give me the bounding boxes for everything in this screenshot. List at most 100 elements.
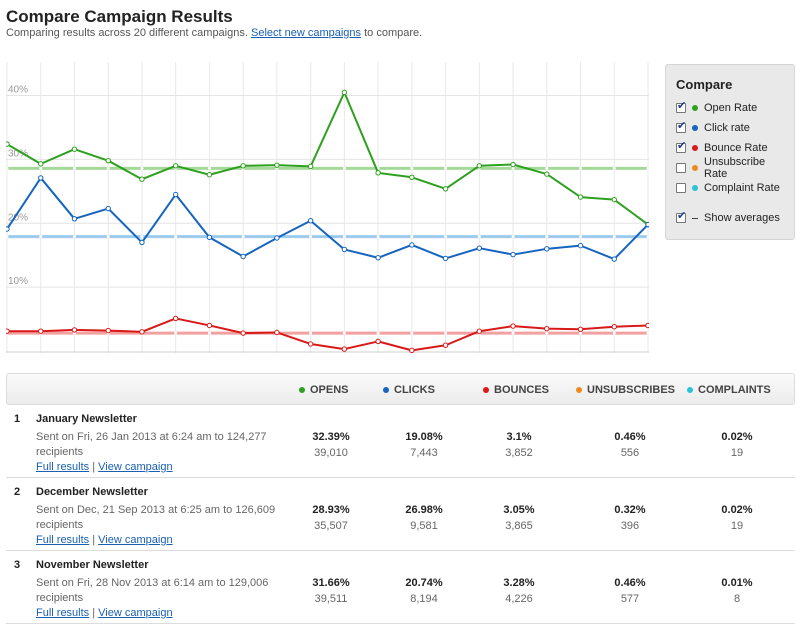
row-rank: 1 — [14, 413, 21, 425]
y-tick-label: 40% — [8, 85, 28, 96]
column-label: UNSUBSCRIBES — [587, 384, 676, 396]
series-line — [7, 317, 649, 352]
data-point — [307, 218, 314, 224]
metric-cell: 28.93% 35,507 — [286, 504, 376, 532]
subtitle-suffix: to compare. — [361, 27, 423, 39]
view-campaign-link[interactable]: View campaign — [98, 607, 173, 619]
metric-percent: 0.01% — [721, 577, 753, 589]
data-point — [105, 157, 111, 164]
average-point — [6, 235, 9, 239]
compare-checkbox[interactable] — [676, 163, 686, 173]
average-point — [39, 235, 43, 239]
metric-count: 35,507 — [314, 520, 348, 532]
column-header[interactable]: BOUNCES — [483, 384, 549, 396]
data-point — [476, 328, 483, 334]
compare-checkbox[interactable] — [676, 183, 686, 193]
average-point — [410, 331, 414, 335]
metric-count: 19 — [730, 447, 744, 459]
data-point — [206, 322, 213, 329]
average-point — [545, 235, 549, 239]
data-point — [274, 329, 280, 336]
view-campaign-link[interactable]: View campaign — [98, 534, 173, 546]
metric-count: 39,511 — [314, 593, 348, 605]
select-new-campaigns-link[interactable]: Select new campaigns — [250, 27, 362, 39]
y-tick-label: 30% — [8, 148, 28, 159]
series-line — [6, 176, 649, 261]
compare-item-label: Unsubscribe Rate — [704, 156, 766, 180]
average-line-icon — [692, 217, 698, 219]
metric-percent: 20.74% — [405, 577, 443, 589]
data-point — [172, 191, 179, 198]
compare-item[interactable]: Open Rate — [676, 98, 784, 118]
show-averages-toggle[interactable]: Show averages — [676, 208, 784, 228]
metric-count: 577 — [620, 593, 640, 605]
metric-percent: 31.66% — [312, 577, 350, 589]
average-point — [511, 166, 515, 170]
data-point — [476, 245, 483, 251]
data-point — [274, 162, 280, 168]
metric-cell: 19.08% 7,443 — [379, 431, 469, 459]
link-separator: | — [89, 534, 99, 546]
average-point — [579, 331, 583, 335]
data-point — [375, 170, 381, 176]
sent-info: Sent on Dec, 21 Sep 2013 at 6:25 am to 1… — [36, 504, 276, 531]
average-point — [612, 331, 616, 335]
metric-percent: 3.1% — [506, 431, 532, 443]
data-point — [139, 329, 145, 335]
average-point — [376, 235, 380, 239]
average-point — [309, 331, 313, 335]
column-label: CLICKS — [394, 384, 435, 396]
compare-item[interactable]: Unsubscribe Rate — [676, 156, 784, 180]
data-point — [6, 226, 10, 232]
average-point — [174, 331, 178, 335]
data-point — [71, 327, 78, 333]
metric-count: 3,865 — [505, 520, 533, 532]
data-point — [105, 205, 111, 212]
data-point — [577, 242, 584, 249]
data-point — [38, 328, 44, 334]
data-point — [577, 194, 584, 200]
full-results-link[interactable]: Full results — [36, 534, 90, 546]
show-averages-checkbox[interactable] — [676, 211, 686, 223]
compare-item[interactable]: Complaint Rate — [676, 178, 784, 198]
compare-item-label: Open Rate — [704, 102, 758, 114]
average-point — [511, 235, 515, 239]
average-point — [140, 235, 144, 239]
sent-info: Sent on Fri, 28 Nov 2013 at 6:14 am to 1… — [36, 577, 269, 604]
compare-checkbox[interactable] — [676, 141, 686, 153]
column-label: COMPLAINTS — [698, 384, 771, 396]
data-point — [611, 324, 617, 330]
column-dot-icon — [576, 387, 582, 393]
full-results-link[interactable]: Full results — [36, 461, 90, 473]
column-header[interactable]: OPENS — [299, 384, 349, 396]
data-point — [307, 341, 314, 347]
full-results-link[interactable]: Full results — [36, 607, 90, 619]
compare-title: Compare — [676, 77, 733, 92]
y-tick-label: 10% — [8, 276, 28, 287]
subtitle-text: Comparing results across 20 different ca… — [6, 27, 251, 39]
column-header[interactable]: COMPLAINTS — [687, 384, 771, 396]
view-campaign-link[interactable]: View campaign — [98, 461, 173, 473]
compare-item[interactable]: Click rate — [676, 118, 784, 138]
compare-checkbox[interactable] — [676, 101, 686, 113]
row-rank: 3 — [14, 559, 21, 571]
column-header[interactable]: CLICKS — [383, 384, 435, 396]
average-point — [140, 166, 144, 170]
column-dot-icon — [687, 387, 693, 393]
metric-count: 9,581 — [410, 520, 438, 532]
metric-count: 556 — [620, 447, 640, 459]
metric-cell: 0.01% 8 — [692, 577, 782, 605]
campaign-name: November Newsletter — [36, 559, 149, 571]
column-header[interactable]: UNSUBSCRIBES — [576, 384, 675, 396]
column-label: BOUNCES — [494, 384, 550, 396]
data-point — [240, 330, 246, 336]
series-dot-icon — [692, 125, 698, 131]
metric-cell: 0.46% 556 — [585, 431, 675, 459]
compare-checkbox[interactable] — [676, 121, 686, 133]
average-point — [39, 166, 43, 170]
metric-count: 4,226 — [505, 593, 533, 605]
compare-item[interactable]: Bounce Rate — [676, 138, 784, 158]
data-point — [6, 141, 10, 147]
average-point — [309, 235, 313, 239]
series-dot-icon — [692, 165, 698, 171]
